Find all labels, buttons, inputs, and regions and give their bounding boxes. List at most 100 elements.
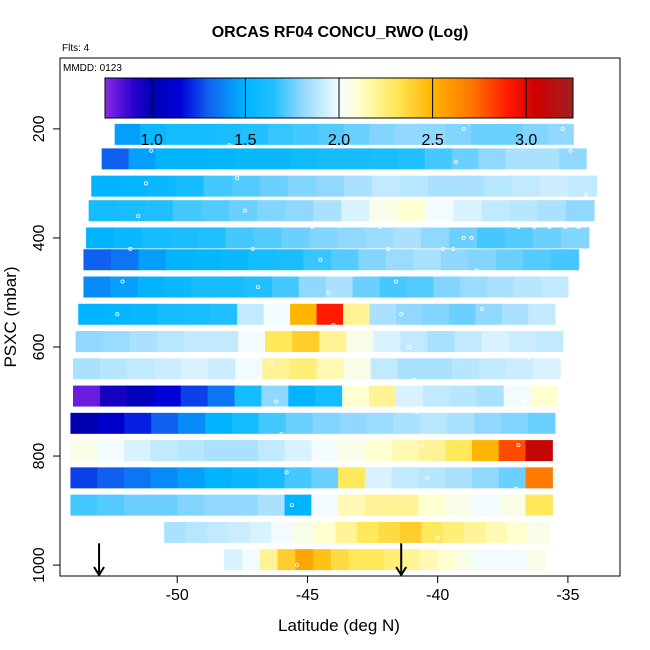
heatmap-cell [204, 440, 232, 462]
y-axis: 200 400 600 800 1000 [31, 115, 60, 583]
heatmap-cell [169, 227, 199, 249]
heatmap-cell [419, 549, 439, 571]
flight-track-point [425, 475, 430, 480]
heatmap-cell [83, 249, 112, 271]
plot-frame [59, 57, 621, 577]
heatmap-cell [481, 331, 510, 353]
heatmap-cell [218, 276, 246, 298]
flight-track-point [516, 443, 521, 448]
heatmap-cell [440, 249, 469, 271]
flight-track-point [289, 503, 294, 508]
flight-track-point [399, 312, 404, 317]
heatmap-cell [253, 227, 283, 249]
heatmap-cell [123, 467, 152, 489]
heatmap-cell [547, 123, 574, 145]
heatmap-cell [231, 412, 260, 434]
heatmap-cell [371, 175, 401, 197]
heatmap-cell [343, 358, 372, 380]
heatmap-cell [527, 412, 556, 434]
flight-track-point [318, 257, 323, 262]
heatmap-cell [338, 467, 366, 489]
heatmap-cell [314, 521, 337, 543]
heatmap-cell [150, 467, 179, 489]
flight-track-point [568, 148, 573, 153]
heatmap-cell [508, 549, 528, 571]
heatmap-cell [75, 331, 104, 353]
heatmap-cell [448, 303, 477, 325]
heatmap-cell [101, 148, 130, 170]
heatmap-cell [473, 549, 492, 571]
heatmap-cell [234, 385, 263, 407]
heatmap-cell [258, 412, 287, 434]
heatmap-cell [207, 385, 236, 407]
flight-track-point [508, 552, 513, 557]
heatmap-cell [290, 303, 318, 325]
heatmap-cell [164, 276, 192, 298]
heatmap-cell [303, 249, 332, 271]
flight-track-point [386, 246, 391, 251]
flight-track-point [576, 170, 581, 175]
flight-track-point [227, 143, 232, 148]
heatmap-cell [231, 467, 259, 489]
heatmap-cell [78, 303, 106, 325]
x-tick-label: -50 [166, 587, 189, 604]
heatmap-cell [156, 331, 185, 353]
heatmap-cell [209, 148, 237, 170]
heatmap-cell [113, 227, 143, 249]
heatmap-cell [366, 549, 385, 571]
heatmap-cell [471, 440, 500, 462]
heatmap-cell [474, 412, 502, 434]
heatmap-cell [451, 358, 480, 380]
flight-track-point [143, 181, 148, 186]
flight-track-point [474, 268, 479, 273]
heatmap-cell [275, 249, 304, 271]
heatmap-cell [70, 494, 98, 516]
heatmap-cell [137, 276, 165, 298]
heatmap-cell [257, 467, 286, 489]
heatmap-cell [277, 549, 296, 571]
heatmap-cell [288, 385, 316, 407]
heatmap-cell [530, 385, 559, 407]
heatmap-cell [358, 249, 387, 271]
heatmap-cell [445, 494, 473, 516]
heatmap-cell [471, 467, 500, 489]
y-axis-label: PSXC (mbar) [1, 266, 20, 367]
heatmap-cell [478, 358, 507, 380]
heatmap-cell [216, 123, 243, 145]
heatmap-cell [437, 549, 457, 571]
heatmap-cell [445, 467, 473, 489]
heatmap-cell [183, 331, 212, 353]
heatmap-cell [560, 227, 590, 249]
flight-track-point [532, 225, 537, 230]
heatmap-cell [453, 200, 483, 222]
heatmap-cell [241, 549, 261, 571]
heatmap-cell [110, 249, 140, 271]
heatmap-cell [91, 175, 120, 197]
heatmap-cell [393, 227, 422, 249]
flight-track-point [393, 279, 398, 284]
heatmap-cell [378, 521, 401, 543]
heatmap-cell [292, 331, 320, 353]
heatmap-cell [496, 123, 523, 145]
heatmap-cell [289, 358, 318, 380]
heatmap-cell [343, 148, 372, 170]
heatmap-cell [157, 303, 185, 325]
heatmap-cell [397, 200, 427, 222]
heatmap-cell [237, 331, 266, 353]
heatmap-cell [144, 200, 174, 222]
y-tick-label: 800 [31, 443, 48, 470]
heatmap-cell [505, 358, 534, 380]
heatmap-cell [131, 303, 159, 325]
heatmap-cell [151, 412, 179, 434]
heatmap-cell [352, 276, 381, 298]
flight-track-point [284, 470, 289, 475]
heatmap-cell [532, 148, 560, 170]
flight-track-point [440, 246, 445, 251]
heatmap-cell [86, 227, 115, 249]
heatmap-cell [315, 175, 345, 197]
heatmap-cell [292, 521, 315, 543]
heatmap-cell [193, 249, 222, 271]
y-tick-label: 600 [31, 334, 48, 361]
heatmap-cell [311, 440, 339, 462]
